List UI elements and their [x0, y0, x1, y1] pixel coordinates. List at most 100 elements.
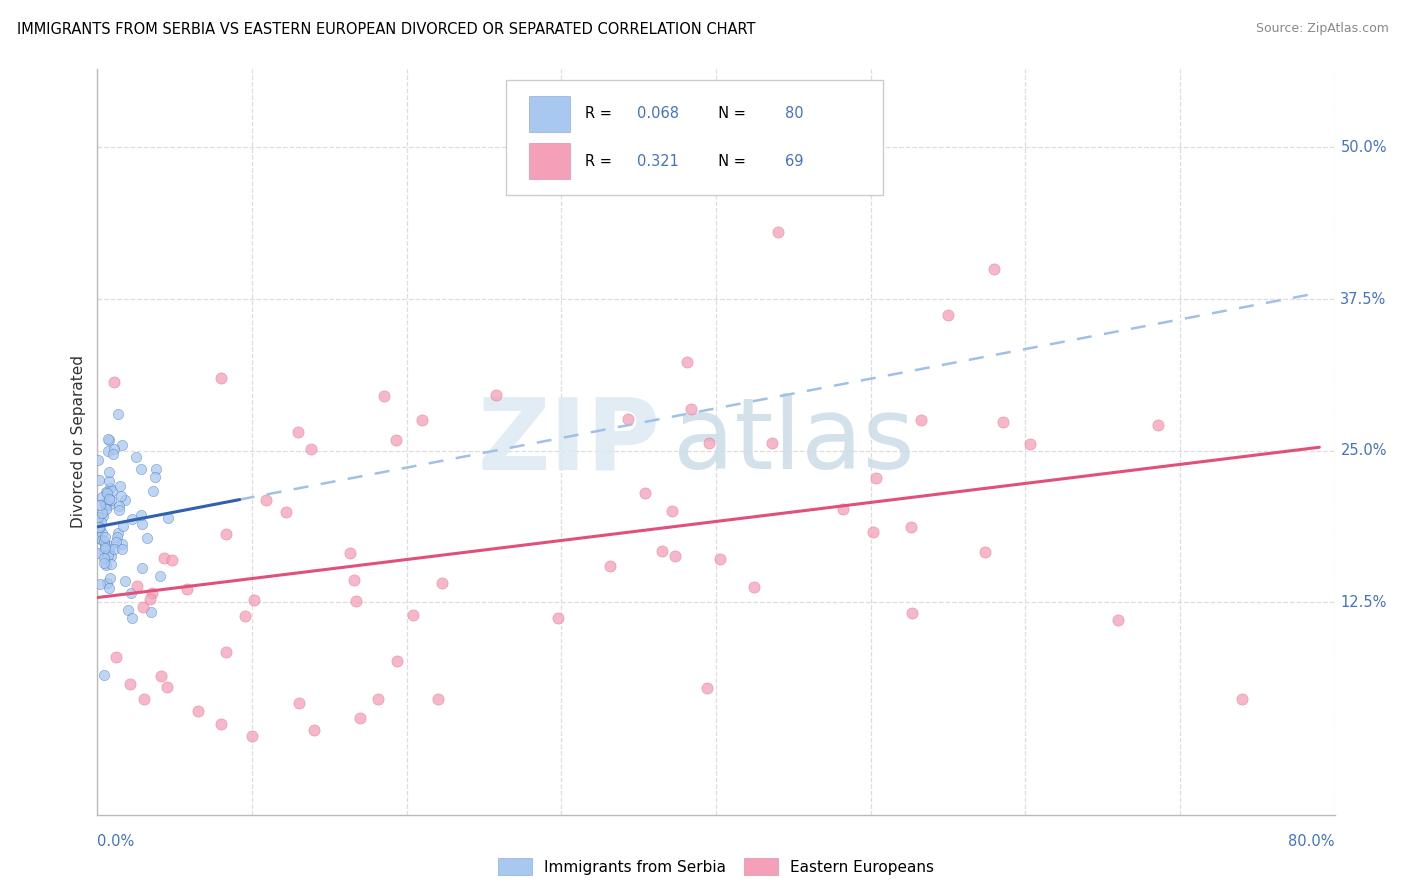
Point — [900, 520, 922, 534]
Point — [103, 442, 125, 457]
Point — [681, 401, 703, 416]
Point — [105, 530, 128, 544]
Text: R =: R = — [585, 106, 616, 121]
Point — [97, 492, 120, 507]
Point — [125, 578, 148, 592]
Text: 80: 80 — [786, 106, 804, 121]
Point — [1019, 436, 1042, 450]
Point — [98, 498, 121, 512]
Point — [696, 681, 718, 695]
FancyBboxPatch shape — [529, 144, 569, 179]
Point — [111, 537, 134, 551]
Point — [299, 442, 322, 457]
Point — [111, 437, 134, 451]
Point — [761, 436, 783, 450]
Point — [599, 559, 621, 574]
Text: N =: N = — [709, 153, 751, 169]
Point — [900, 607, 922, 621]
Point — [97, 432, 120, 446]
Point — [240, 729, 263, 743]
Point — [90, 516, 112, 530]
Point — [107, 525, 129, 540]
Point — [121, 512, 143, 526]
Point — [103, 541, 125, 556]
Point — [121, 611, 143, 625]
Text: IMMIGRANTS FROM SERBIA VS EASTERN EUROPEAN DIVORCED OR SEPARATED CORRELATION CHA: IMMIGRANTS FROM SERBIA VS EASTERN EUROPE… — [17, 22, 755, 37]
Point — [96, 485, 118, 500]
Point — [176, 582, 198, 596]
Y-axis label: Divorced or Separated: Divorced or Separated — [72, 355, 86, 528]
Point — [697, 436, 720, 450]
FancyBboxPatch shape — [529, 95, 569, 132]
Point — [153, 551, 176, 566]
Point — [101, 483, 124, 498]
Point — [150, 669, 173, 683]
Point — [87, 453, 110, 467]
Point — [100, 558, 122, 572]
Point — [101, 447, 124, 461]
Text: 80.0%: 80.0% — [1288, 834, 1334, 849]
Point — [96, 484, 118, 499]
Point — [93, 508, 115, 523]
Point — [215, 644, 238, 658]
Point — [94, 539, 117, 553]
Point — [94, 558, 117, 573]
Point — [132, 692, 155, 706]
Point — [160, 553, 183, 567]
Point — [742, 580, 765, 594]
Point — [141, 605, 163, 619]
Point — [87, 473, 110, 487]
Point — [89, 576, 111, 591]
FancyBboxPatch shape — [506, 79, 883, 195]
Point — [97, 443, 120, 458]
Point — [114, 492, 136, 507]
Text: 25.0%: 25.0% — [1340, 443, 1386, 458]
Point — [93, 557, 115, 571]
Point — [139, 591, 162, 606]
Point — [148, 568, 170, 582]
Point — [89, 498, 111, 512]
Text: 0.321: 0.321 — [637, 153, 679, 169]
Point — [98, 475, 121, 489]
Point — [93, 496, 115, 510]
Point — [664, 549, 686, 563]
Text: 0.0%: 0.0% — [97, 834, 135, 849]
Point — [143, 469, 166, 483]
Point — [401, 607, 423, 622]
Point — [105, 535, 128, 549]
Point — [983, 261, 1005, 276]
Point — [766, 225, 789, 239]
Point — [94, 501, 117, 516]
Point — [90, 533, 112, 547]
Point — [87, 546, 110, 560]
Point — [411, 413, 433, 427]
Point — [385, 654, 408, 668]
Point — [254, 492, 277, 507]
Text: 0.068: 0.068 — [637, 106, 679, 121]
Point — [1107, 614, 1129, 628]
Point — [98, 582, 121, 596]
Text: 37.5%: 37.5% — [1340, 292, 1386, 307]
Point — [233, 609, 256, 624]
Point — [114, 574, 136, 588]
Point — [243, 593, 266, 607]
Point — [991, 416, 1014, 430]
Point — [110, 478, 132, 492]
Point — [344, 594, 367, 608]
Point — [274, 505, 297, 519]
Point — [111, 542, 134, 557]
Point — [117, 603, 139, 617]
Text: 12.5%: 12.5% — [1340, 595, 1386, 610]
Point — [373, 389, 395, 403]
Point — [120, 586, 142, 600]
Point — [339, 546, 361, 560]
Point — [96, 548, 118, 562]
Point — [108, 499, 131, 513]
Text: 50.0%: 50.0% — [1340, 140, 1386, 155]
Point — [288, 696, 311, 710]
Point — [485, 388, 508, 402]
Point — [209, 371, 232, 385]
Point — [136, 531, 159, 545]
Point — [343, 574, 366, 588]
Point — [96, 576, 118, 591]
